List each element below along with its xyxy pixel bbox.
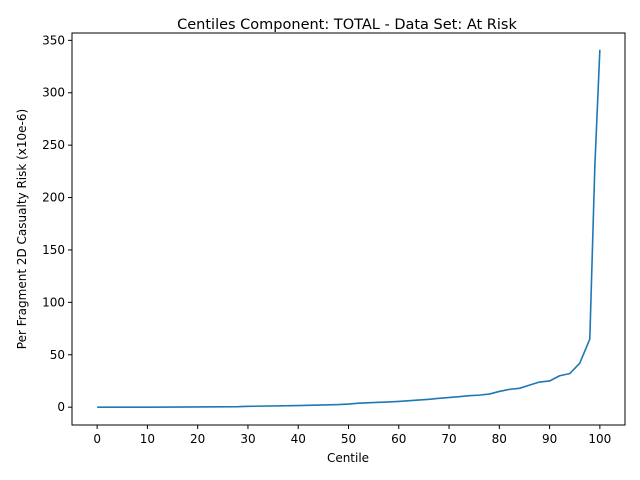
y-axis-ticks: 0 50 100 150 200 250 300 350 <box>42 33 72 414</box>
y-tick-label: 100 <box>42 295 65 309</box>
x-tick-label: 70 <box>441 432 456 446</box>
x-tick-label: 90 <box>542 432 557 446</box>
x-axis-ticks: 0 10 20 30 40 50 60 70 80 90 100 <box>93 425 611 446</box>
x-tick-label: 20 <box>190 432 205 446</box>
y-tick-label: 150 <box>42 243 65 257</box>
y-tick-label: 50 <box>50 348 65 362</box>
series-line <box>97 49 601 408</box>
y-tick-label: 350 <box>42 33 65 47</box>
x-tick-label: 80 <box>492 432 507 446</box>
chart-title: Centiles Component: TOTAL - Data Set: At… <box>177 17 517 33</box>
x-tick-label: 40 <box>291 432 306 446</box>
y-axis-title: Per Fragment 2D Casualty Risk (x10e-6) <box>15 109 29 349</box>
x-tick-label: 50 <box>341 432 356 446</box>
x-tick-label: 60 <box>391 432 406 446</box>
x-tick-label: 0 <box>93 432 101 446</box>
x-tick-label: 30 <box>240 432 255 446</box>
y-tick-label: 250 <box>42 138 65 152</box>
x-tick-label: 10 <box>140 432 155 446</box>
y-tick-label: 200 <box>42 191 65 205</box>
y-tick-label: 300 <box>42 86 65 100</box>
y-tick-label: 0 <box>57 400 65 414</box>
x-axis-title: Centile <box>327 451 369 465</box>
x-tick-label: 100 <box>588 432 611 446</box>
